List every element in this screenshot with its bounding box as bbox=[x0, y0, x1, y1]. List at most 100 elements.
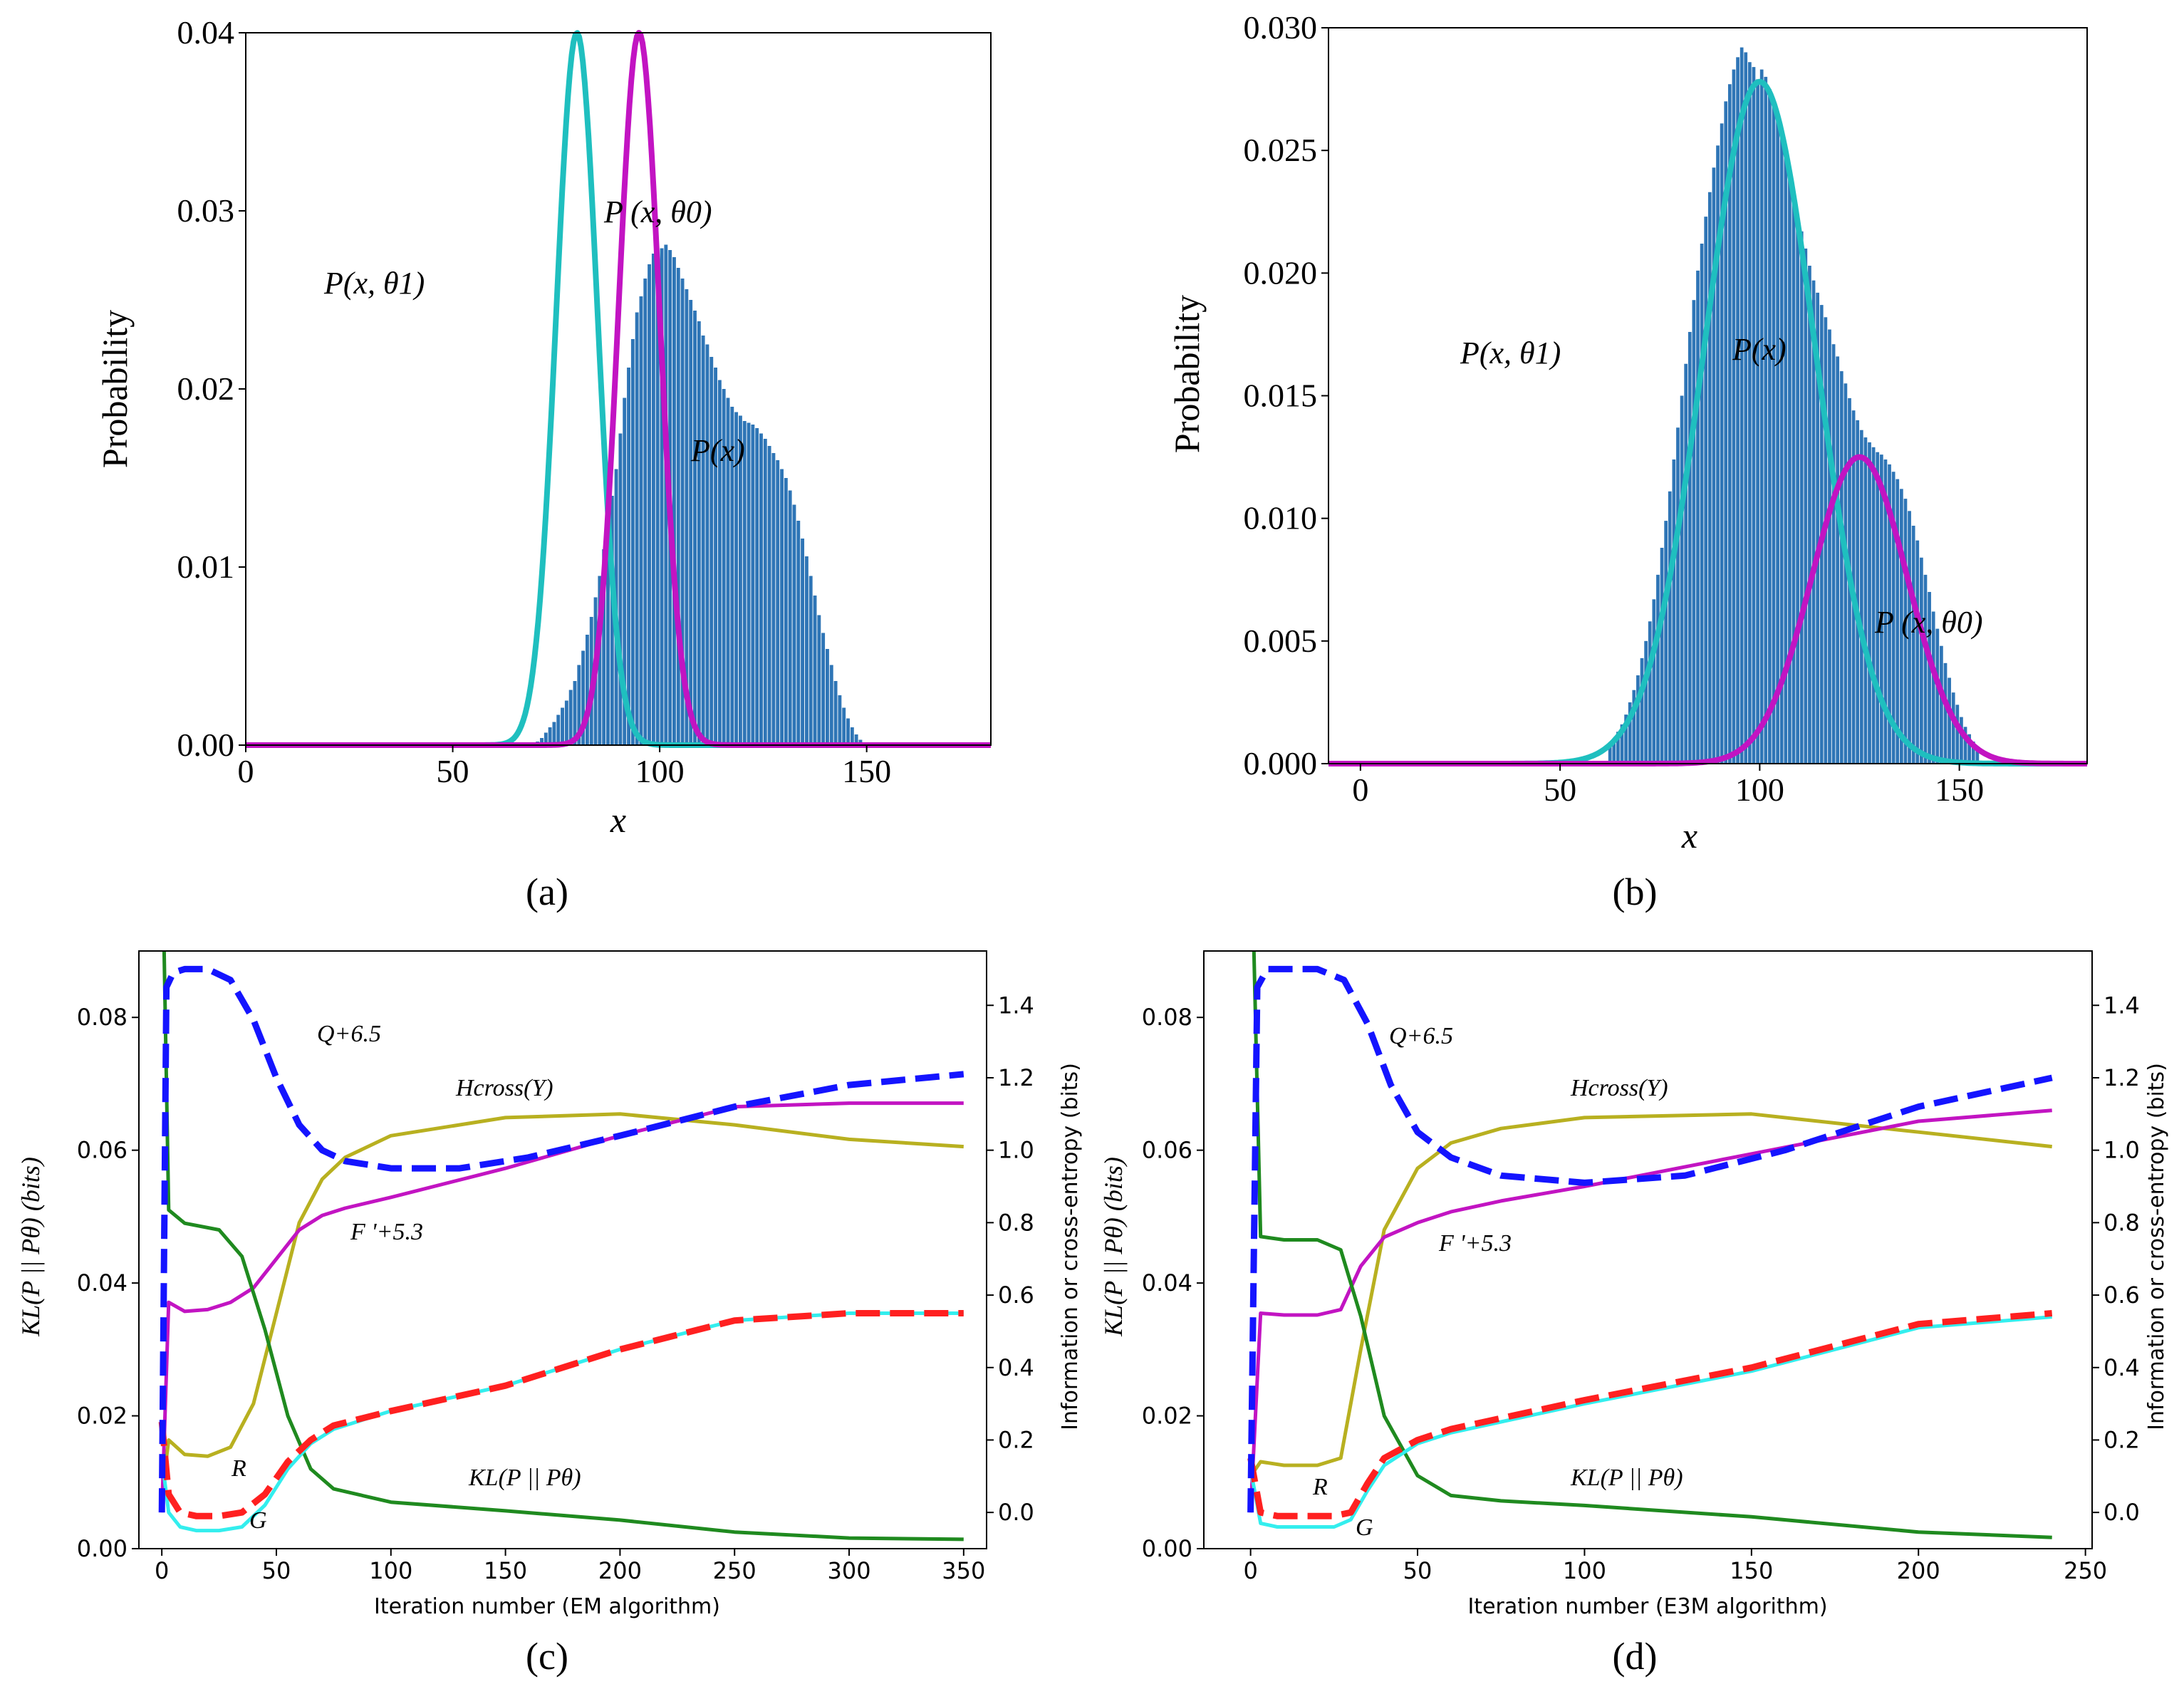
y-tick-label: 0.04 bbox=[77, 1269, 128, 1296]
histogram-bar bbox=[1716, 145, 1720, 764]
panel-d-label-hcross: Hcross(Y) bbox=[1570, 1075, 1668, 1101]
histogram-bar bbox=[842, 707, 846, 745]
histogram-bar bbox=[1724, 101, 1728, 764]
panel-d-label-q: Q+6.5 bbox=[1389, 1023, 1453, 1049]
panel-a-label-theta0: P (x, θ0) bbox=[603, 194, 712, 229]
x-tick-label: 100 bbox=[369, 1557, 412, 1584]
histogram-bar bbox=[685, 289, 689, 745]
histogram-bar bbox=[556, 714, 561, 745]
panel-c-ylabel2: Information or cross-entropy (bits) bbox=[1058, 1063, 1083, 1430]
x-tick-label: 50 bbox=[1544, 771, 1576, 808]
series-line-olive bbox=[160, 1112, 964, 1495]
histogram-bar bbox=[1876, 452, 1880, 764]
histogram-bar bbox=[1772, 103, 1776, 764]
y2-tick-label: 0.8 bbox=[998, 1209, 1034, 1236]
histogram-bar bbox=[1792, 194, 1796, 764]
histogram-bar bbox=[763, 439, 767, 745]
histogram-bar bbox=[1656, 574, 1660, 764]
panel-a: 0 50 100 150 0.00 0.01 0.02 0.03 0.04 x Probabil… bbox=[95, 14, 992, 840]
caption-c: (c) bbox=[526, 1635, 568, 1678]
panel-c: 0 50 100 150 200 250 300 350 0.00 0.02 0.04 0.06 0.0… bbox=[16, 950, 1083, 1619]
histogram-bar bbox=[1776, 118, 1779, 764]
histogram-bar bbox=[792, 504, 796, 745]
y2-tick-label: 0.0 bbox=[2104, 1499, 2140, 1526]
histogram-bar bbox=[1955, 705, 1960, 764]
series-line-lightcyan bbox=[160, 1311, 964, 1533]
histogram-bar bbox=[693, 311, 697, 745]
histogram-bar bbox=[1863, 437, 1868, 764]
y-tick-label: 0.08 bbox=[1142, 1004, 1192, 1031]
histogram-bar bbox=[1960, 717, 1963, 764]
histogram-bar bbox=[1688, 331, 1692, 764]
histogram-bar bbox=[1664, 521, 1668, 764]
x-tick-label: 350 bbox=[942, 1557, 985, 1584]
histogram-bar bbox=[1620, 724, 1624, 764]
histogram-bar bbox=[1799, 231, 1804, 764]
x-tick-label: 0 bbox=[238, 753, 254, 789]
histogram-bar bbox=[1684, 363, 1688, 764]
histogram-bar bbox=[730, 407, 734, 745]
histogram-bar bbox=[1692, 300, 1696, 764]
histogram-bar bbox=[1768, 89, 1772, 764]
histogram-bar bbox=[709, 357, 714, 745]
panel-b-ylabel: Probability bbox=[1167, 295, 1207, 453]
gaussian-curve-cyan bbox=[244, 30, 992, 748]
x-tick-label: 150 bbox=[1730, 1557, 1773, 1584]
histogram-bar bbox=[1883, 459, 1888, 764]
panel-c-label-g: G bbox=[249, 1507, 267, 1534]
panel-a-ticks: 0 50 100 150 0.00 0.01 0.02 0.03 0.04 bbox=[177, 14, 892, 789]
histogram-bar bbox=[1660, 547, 1664, 764]
histogram-bar bbox=[602, 549, 606, 745]
histogram-bar bbox=[1928, 591, 1931, 764]
y2-tick-label: 0.6 bbox=[998, 1282, 1034, 1309]
histogram-bar bbox=[1839, 371, 1844, 764]
histogram-bar bbox=[1891, 472, 1896, 764]
histogram-bar bbox=[846, 718, 850, 745]
x-tick-label: 0 bbox=[1352, 771, 1368, 808]
histogram-bar bbox=[623, 397, 627, 745]
series-line-blue bbox=[1247, 965, 2053, 1513]
histogram-bar bbox=[552, 722, 556, 745]
y-tick-label: 0.06 bbox=[1142, 1137, 1192, 1164]
panel-b-label-px: P(x) bbox=[1732, 332, 1787, 367]
histogram-bar bbox=[780, 469, 784, 745]
histogram-bar bbox=[1971, 742, 1975, 764]
histogram-bar bbox=[1856, 420, 1860, 764]
histogram-bar bbox=[585, 635, 589, 745]
histogram-bar bbox=[1752, 67, 1756, 764]
x-tick-label: 100 bbox=[1735, 771, 1784, 808]
histogram-bar bbox=[639, 296, 643, 745]
panel-d: 0 50 100 150 200 250 0.00 0.02 0.04 0.06 0.08 0.0 0.… bbox=[1099, 950, 2169, 1619]
x-tick-label: 100 bbox=[1563, 1557, 1606, 1584]
histogram-bar bbox=[581, 650, 586, 745]
panel-b-xlabel: x bbox=[1681, 816, 1697, 856]
histogram-bar bbox=[838, 695, 842, 745]
histogram-bar bbox=[801, 539, 805, 745]
histogram-bar bbox=[1896, 479, 1900, 764]
panel-a-ylabel: Probability bbox=[95, 310, 135, 468]
histogram-bar bbox=[618, 433, 623, 745]
x-tick-label: 50 bbox=[1403, 1557, 1432, 1584]
histogram-bar bbox=[717, 380, 722, 745]
histogram-bar bbox=[738, 415, 742, 745]
caption-b: (b) bbox=[1613, 870, 1658, 913]
histogram-bar bbox=[1811, 280, 1816, 764]
y2-tick-label: 1.0 bbox=[998, 1137, 1034, 1164]
panel-d-frame bbox=[1203, 950, 2093, 1549]
histogram-bar bbox=[1764, 76, 1768, 764]
histogram-bar bbox=[643, 279, 648, 745]
panel-a-label-theta1: P(x, θ1) bbox=[323, 266, 425, 301]
panel-c-label-q: Q+6.5 bbox=[317, 1021, 381, 1047]
histogram-bar bbox=[1748, 62, 1752, 764]
histogram-bar bbox=[767, 446, 771, 745]
histogram-bar bbox=[1736, 57, 1740, 764]
histogram-bar bbox=[1943, 662, 1948, 764]
y2-tick-label: 0.0 bbox=[998, 1499, 1034, 1526]
x-tick-label: 300 bbox=[827, 1557, 870, 1584]
x-tick-label: 50 bbox=[437, 753, 469, 789]
histogram-bar bbox=[705, 344, 709, 745]
histogram-bar bbox=[1707, 192, 1712, 764]
histogram-bar bbox=[1648, 621, 1652, 764]
histogram-bar bbox=[1720, 123, 1724, 764]
histogram-bar bbox=[1948, 677, 1951, 764]
